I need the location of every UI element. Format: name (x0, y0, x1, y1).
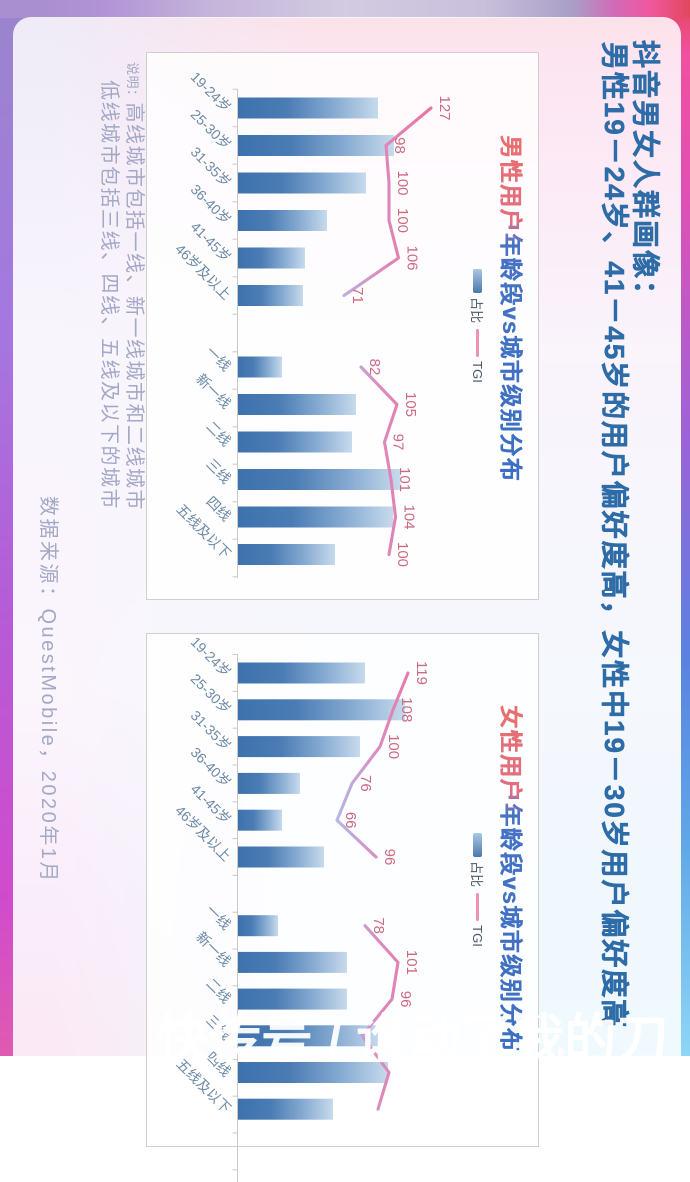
svg-text:119: 119 (413, 661, 430, 685)
svg-text:66: 66 (342, 812, 359, 829)
svg-text:98: 98 (391, 137, 408, 154)
svg-text:19-24岁: 19-24岁 (188, 634, 235, 680)
svg-text:三线: 三线 (203, 456, 234, 487)
svg-text:71: 71 (349, 287, 366, 304)
svg-text:106: 106 (404, 245, 421, 270)
svg-text:108: 108 (398, 697, 415, 722)
svg-text:四线: 四线 (203, 493, 234, 524)
svg-text:100: 100 (385, 734, 402, 759)
svg-text:25-30岁: 25-30岁 (188, 106, 235, 153)
svg-text:19-24岁: 19-24岁 (188, 69, 235, 116)
svg-text:36-40岁: 36-40岁 (188, 181, 235, 228)
svg-text:二线: 二线 (203, 418, 234, 449)
svg-text:一线: 一线 (203, 343, 234, 374)
svg-text:36-40岁: 36-40岁 (188, 744, 235, 791)
svg-text:127: 127 (436, 95, 453, 120)
svg-text:新一线: 新一线 (193, 371, 234, 412)
svg-text:104: 104 (401, 504, 418, 529)
svg-text:101: 101 (403, 950, 420, 975)
svg-text:31-35岁: 31-35岁 (188, 144, 235, 191)
svg-text:96: 96 (381, 849, 398, 866)
svg-text:96: 96 (397, 991, 414, 1008)
svg-text:25-30岁: 25-30岁 (188, 670, 235, 717)
svg-text:一线: 一线 (203, 902, 234, 933)
svg-text:100: 100 (394, 208, 411, 233)
svg-text:105: 105 (402, 392, 419, 417)
svg-text:97: 97 (390, 434, 407, 451)
svg-text:100: 100 (394, 170, 411, 195)
svg-text:82: 82 (366, 359, 383, 376)
svg-text:78: 78 (370, 917, 387, 934)
svg-text:100: 100 (394, 542, 411, 567)
svg-text:31-35岁: 31-35岁 (188, 707, 235, 754)
svg-text:新一线: 新一线 (193, 929, 234, 970)
svg-text:101: 101 (396, 467, 413, 492)
svg-text:76: 76 (357, 775, 374, 792)
